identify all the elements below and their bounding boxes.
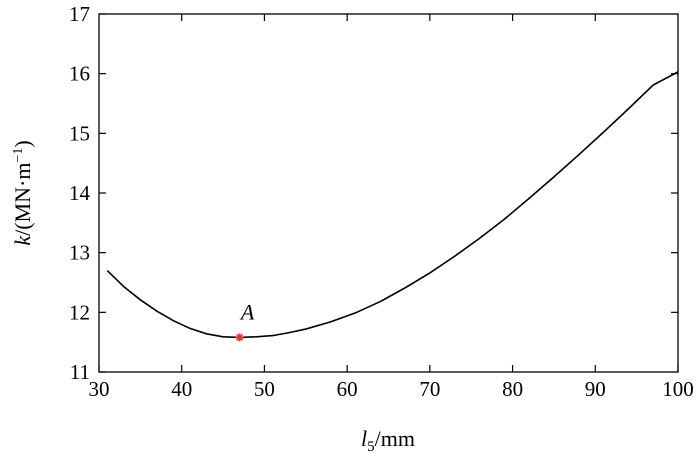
- plot-frame: [98, 13, 679, 373]
- y-tick-labels: 11 12 13 14 15 16 17: [69, 2, 91, 384]
- x-tick-label: 40: [171, 377, 192, 401]
- x-tick-label: 90: [585, 377, 606, 401]
- y-tick-label: 14: [69, 181, 91, 205]
- x-tick-label: 80: [502, 377, 523, 401]
- annotation-layer: A: [235, 299, 255, 342]
- y-axis-unit: /(MN·m: [10, 163, 35, 236]
- y-tick-label: 16: [69, 62, 90, 86]
- x-axis-var: l: [361, 426, 367, 451]
- x-axis-sub: 5: [367, 439, 375, 455]
- y-axis-label: k/(MN·m−1): [10, 140, 35, 245]
- x-tick-label: 60: [337, 377, 358, 401]
- x-tick-label: 70: [419, 377, 440, 401]
- x-axis-unit: /mm: [375, 426, 415, 451]
- y-tick-label: 12: [69, 300, 90, 324]
- y-tick-label: 11: [70, 360, 90, 384]
- y-tick-label: 13: [69, 241, 90, 265]
- y-tick-label: 17: [69, 2, 90, 26]
- point-marker: [235, 333, 244, 342]
- x-axis-label: l5/mm: [361, 426, 415, 455]
- x-tick-labels: 30 40 50 60 70 80 90 100: [89, 377, 694, 401]
- y-axis-var: k: [10, 235, 35, 246]
- y-tick-label: 15: [69, 121, 90, 145]
- x-tick-label: 30: [89, 377, 110, 401]
- tick-marks: [98, 13, 679, 373]
- series-line: [106, 71, 679, 339]
- annotation-label: A: [239, 299, 255, 324]
- x-tick-label: 100: [662, 377, 694, 401]
- y-axis-sup: −1: [11, 148, 26, 163]
- x-tick-label: 50: [254, 377, 275, 401]
- y-axis-close: ): [10, 140, 35, 147]
